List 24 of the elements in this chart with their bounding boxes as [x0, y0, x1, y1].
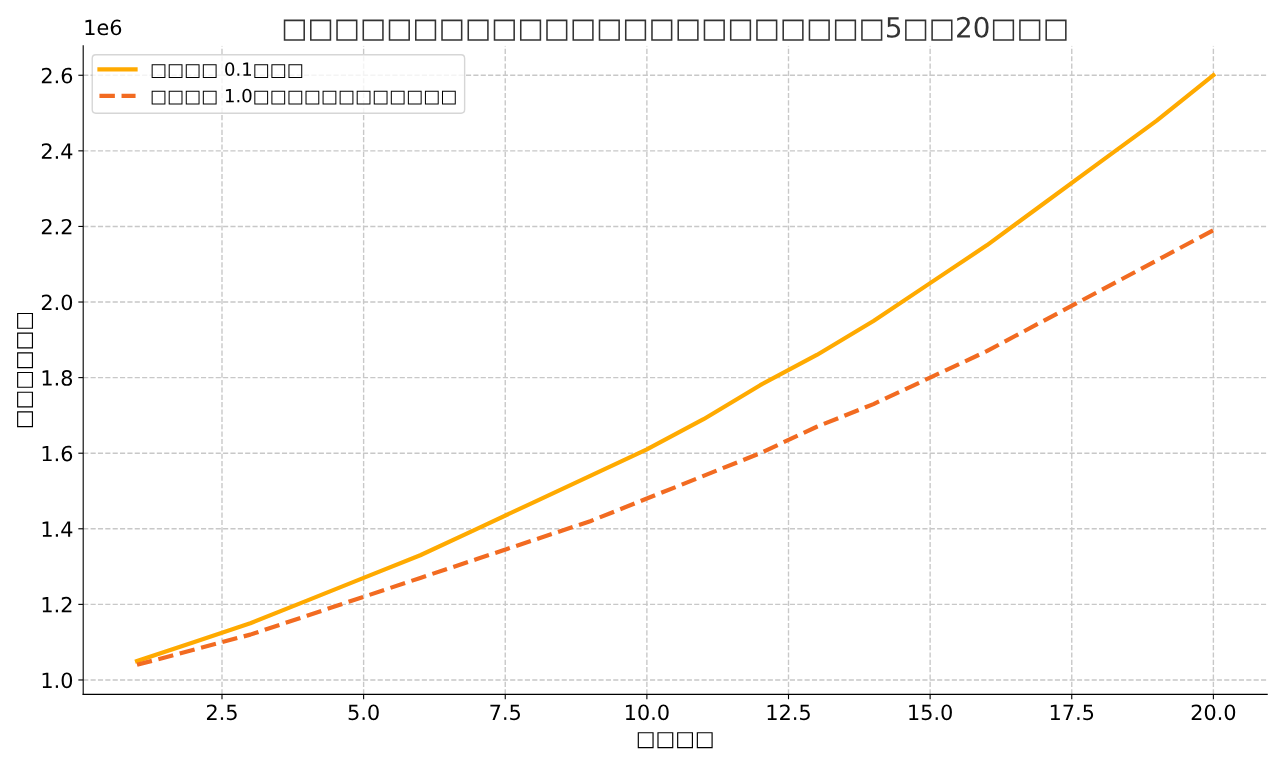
legend-label: □□□□ 1.0□□□□□□□□□□□□	[151, 88, 456, 105]
y-tick-label: 1.6	[42, 445, 73, 462]
y-tick-label: 2.4	[41, 143, 73, 159]
x-tick-label: 15.0	[909, 704, 952, 721]
y-tick-label: 1.0	[42, 672, 73, 689]
x-tick-label: 10.0	[625, 704, 669, 721]
y-tick-label: 2.0	[41, 294, 73, 311]
x-tick-label: 5.0	[348, 704, 379, 721]
x-tick-label: 2.5	[206, 704, 237, 721]
legend-label: □□□□ 0.1□□□	[151, 62, 303, 78]
x-tick-label: 7.5	[490, 704, 520, 721]
chart-title: □□□□□□□□□□□□□□□□□□□□□□□5□□20□□□	[283, 16, 1067, 41]
x-tick-label: 20.0	[1191, 704, 1236, 721]
y-tick-label: 1.8	[42, 370, 73, 386]
x-tick-label: 17.5	[1050, 704, 1094, 721]
text: 1e6	[85, 19, 122, 36]
line-series	[134, 228, 1216, 667]
y-tick-label: 1.2	[42, 596, 72, 613]
x-tick-label: 12.5	[767, 704, 810, 721]
y-tick-label: 1.4	[42, 521, 73, 537]
y-axis-title: □□□□□□	[17, 312, 34, 428]
x-axis-title: □□□□	[637, 732, 713, 749]
y-tick-label: 2.6	[41, 67, 73, 84]
y-tick-label: 2.2	[41, 218, 72, 235]
